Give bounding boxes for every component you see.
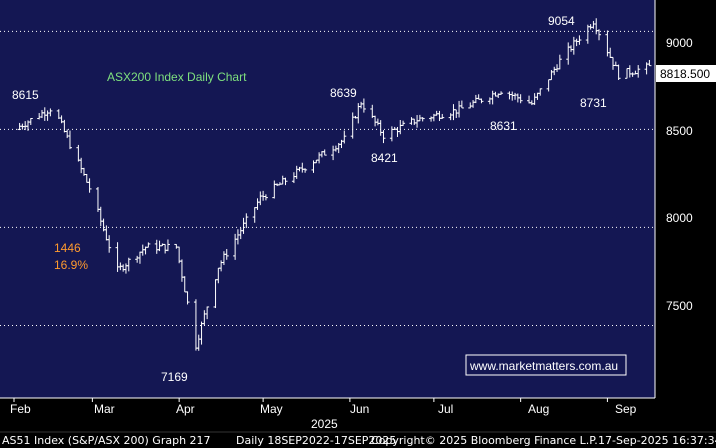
ohlc-bar [263,194,268,201]
annotation-label: 7169 [161,370,188,384]
ohlc-bar [67,130,72,150]
x-tick-label: Jul [438,402,453,416]
ohlc-bar [577,35,582,45]
annotation-label: 8639 [330,86,357,100]
ohlc-bar [146,242,151,248]
annotation-label: 8731 [580,96,607,110]
footer-security: AS51 Index (S&P/ASX 200) Graph 217 [2,434,211,447]
ohlc-bar [283,177,288,186]
footer-timestamp: 17-Sep-2025 16:37:34 [598,434,716,447]
x-tick-label: Sep [615,402,637,416]
ohlc-bar [205,306,210,320]
ohlc-bar [616,64,621,81]
ohlc-bar [185,291,190,305]
plot-background [0,0,655,398]
x-tick-label: Mar [94,402,115,416]
ohlc-bar [381,130,386,144]
ohlc-bar [107,235,112,253]
footer-copyright: Copyright© 2025 Bloomberg Finance L.P. [371,434,598,447]
y-tick-label: 8000 [666,211,693,225]
y-tick-label: 7500 [666,299,693,313]
drawdown-percent: 16.9% [54,258,88,272]
ohlc-bar [303,168,308,173]
ohlc-bars [17,18,652,351]
ohlc-bar [636,65,641,78]
ohlc-bar [165,239,170,252]
drawdown-points: 1446 [54,241,81,255]
ohlc-bar [459,100,464,109]
x-tick-label: May [260,402,283,416]
annotation-label: 9054 [548,14,575,28]
last-price-label: 8818.500 [660,67,710,81]
watermark-box [465,354,627,376]
ohlc-bar [361,98,366,113]
ohlc-bar [87,178,92,193]
x-tick-label: Feb [10,402,31,416]
chart-title: ASX200 Index Daily Chart [107,70,247,84]
ohlc-bar [322,149,327,156]
y-tick-label: 8500 [666,124,693,138]
ohlc-bar [126,257,131,272]
ohlc-bar [342,130,347,144]
ohlc-bar [647,59,652,67]
ohlc-bar [557,54,562,70]
year-label: 2025 [311,417,338,431]
ohlc-bar [420,117,425,122]
watermark-text: www.marketmatters.com.au [469,359,618,373]
last-price-tag [656,65,716,82]
x-tick-label: Jun [350,402,369,416]
ohlc-bar [440,113,445,119]
x-ticks [13,398,608,402]
ohlc-bar [499,91,504,95]
ohlc-bar [479,98,484,104]
ohlc-bar [244,213,249,229]
annotation-label: 8631 [490,119,517,133]
footer-range: Daily 18SEP2022-17SEP2025 [236,434,396,447]
ohlc-bar [597,29,602,41]
ohlc-bar [538,88,543,96]
annotation-label: 8615 [12,88,39,102]
annotation-label: 8421 [371,151,398,165]
x-tick-label: Aug [528,402,549,416]
ohlc-bar [224,249,229,260]
ohlc-bar [401,120,406,126]
y-tick-label: 9000 [666,36,693,50]
x-tick-label: Apr [176,402,195,416]
ohlc-bar [48,108,53,117]
ohlc-bar [518,94,523,104]
ohlc-bar [28,118,33,125]
